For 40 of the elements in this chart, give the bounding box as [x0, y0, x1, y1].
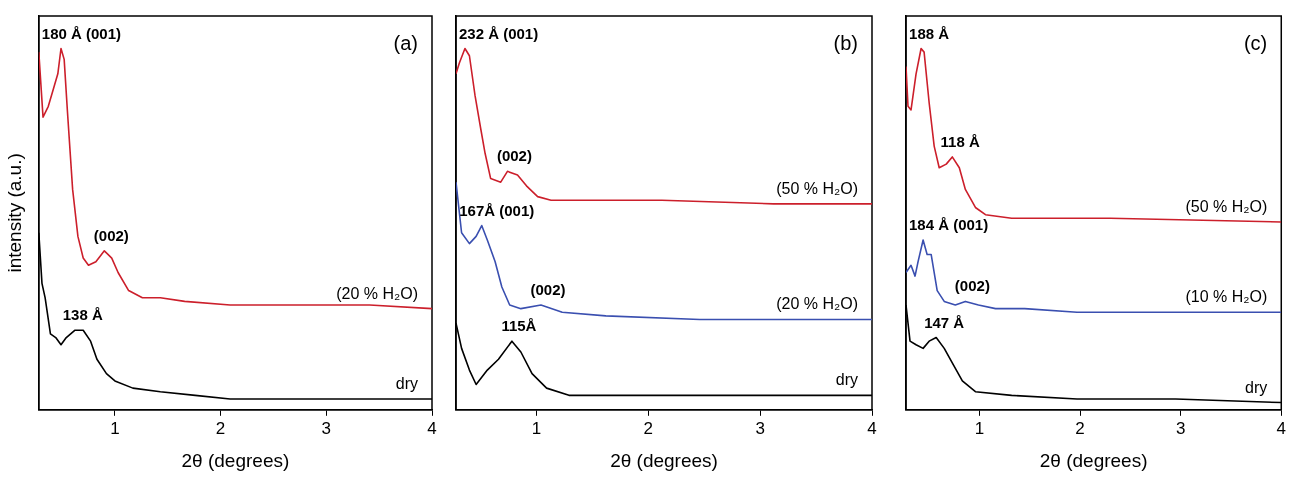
x-tick-label: 1 [110, 418, 120, 438]
annotation: 147 Å [924, 313, 965, 331]
x-tick-label: 2 [643, 418, 654, 438]
annotation: 184 Å (001) [909, 216, 989, 233]
x-axis-title: 2θ (degrees) [181, 449, 290, 471]
annotation: (a) [393, 32, 418, 54]
annotation: 118 Å [940, 132, 980, 150]
x-axis-title: 2θ (degrees) [610, 449, 718, 471]
x-tick-label: 4 [867, 418, 877, 438]
annotation: 188 Å [909, 24, 950, 42]
x-tick-label: 3 [1175, 418, 1186, 438]
annotation: (002) [496, 147, 532, 165]
x-tick-label: 4 [427, 418, 437, 438]
annotation: (b) [833, 32, 858, 54]
annotation: 167Å (001) [459, 201, 535, 219]
series-label: dry [835, 371, 858, 389]
y-axis-title: intensity (a.u.) [3, 153, 25, 273]
annotation: 115Å [501, 317, 537, 335]
annotation: (002) [954, 277, 990, 295]
x-tick-label: 2 [1075, 418, 1085, 438]
annotation: (002) [93, 226, 129, 244]
x-tick-label: 2 [215, 418, 226, 438]
annotation: 232 Å (001) [459, 24, 539, 42]
series-label: dry [395, 374, 418, 392]
annotation: (c) [1243, 32, 1268, 54]
series-label: dry [1245, 378, 1268, 396]
series-label: (50 % H₂O) [1185, 197, 1268, 215]
series-label: (50 % H₂O) [776, 179, 858, 197]
series-label: (20 % H₂O) [336, 284, 418, 302]
x-tick-label: 1 [974, 418, 985, 438]
series-label: (20 % H₂O) [776, 295, 858, 313]
x-tick-label: 3 [321, 418, 332, 438]
x-axis-title: 2θ (degrees) [1039, 449, 1148, 471]
annotation: 180 Å (001) [41, 24, 122, 42]
x-tick-label: 4 [1276, 418, 1287, 438]
annotation: (002) [530, 281, 566, 299]
annotation: 138 Å [62, 306, 103, 324]
x-tick-label: 3 [755, 418, 765, 438]
x-tick-label: 1 [531, 418, 542, 438]
series-label: (10 % H₂O) [1185, 288, 1268, 306]
